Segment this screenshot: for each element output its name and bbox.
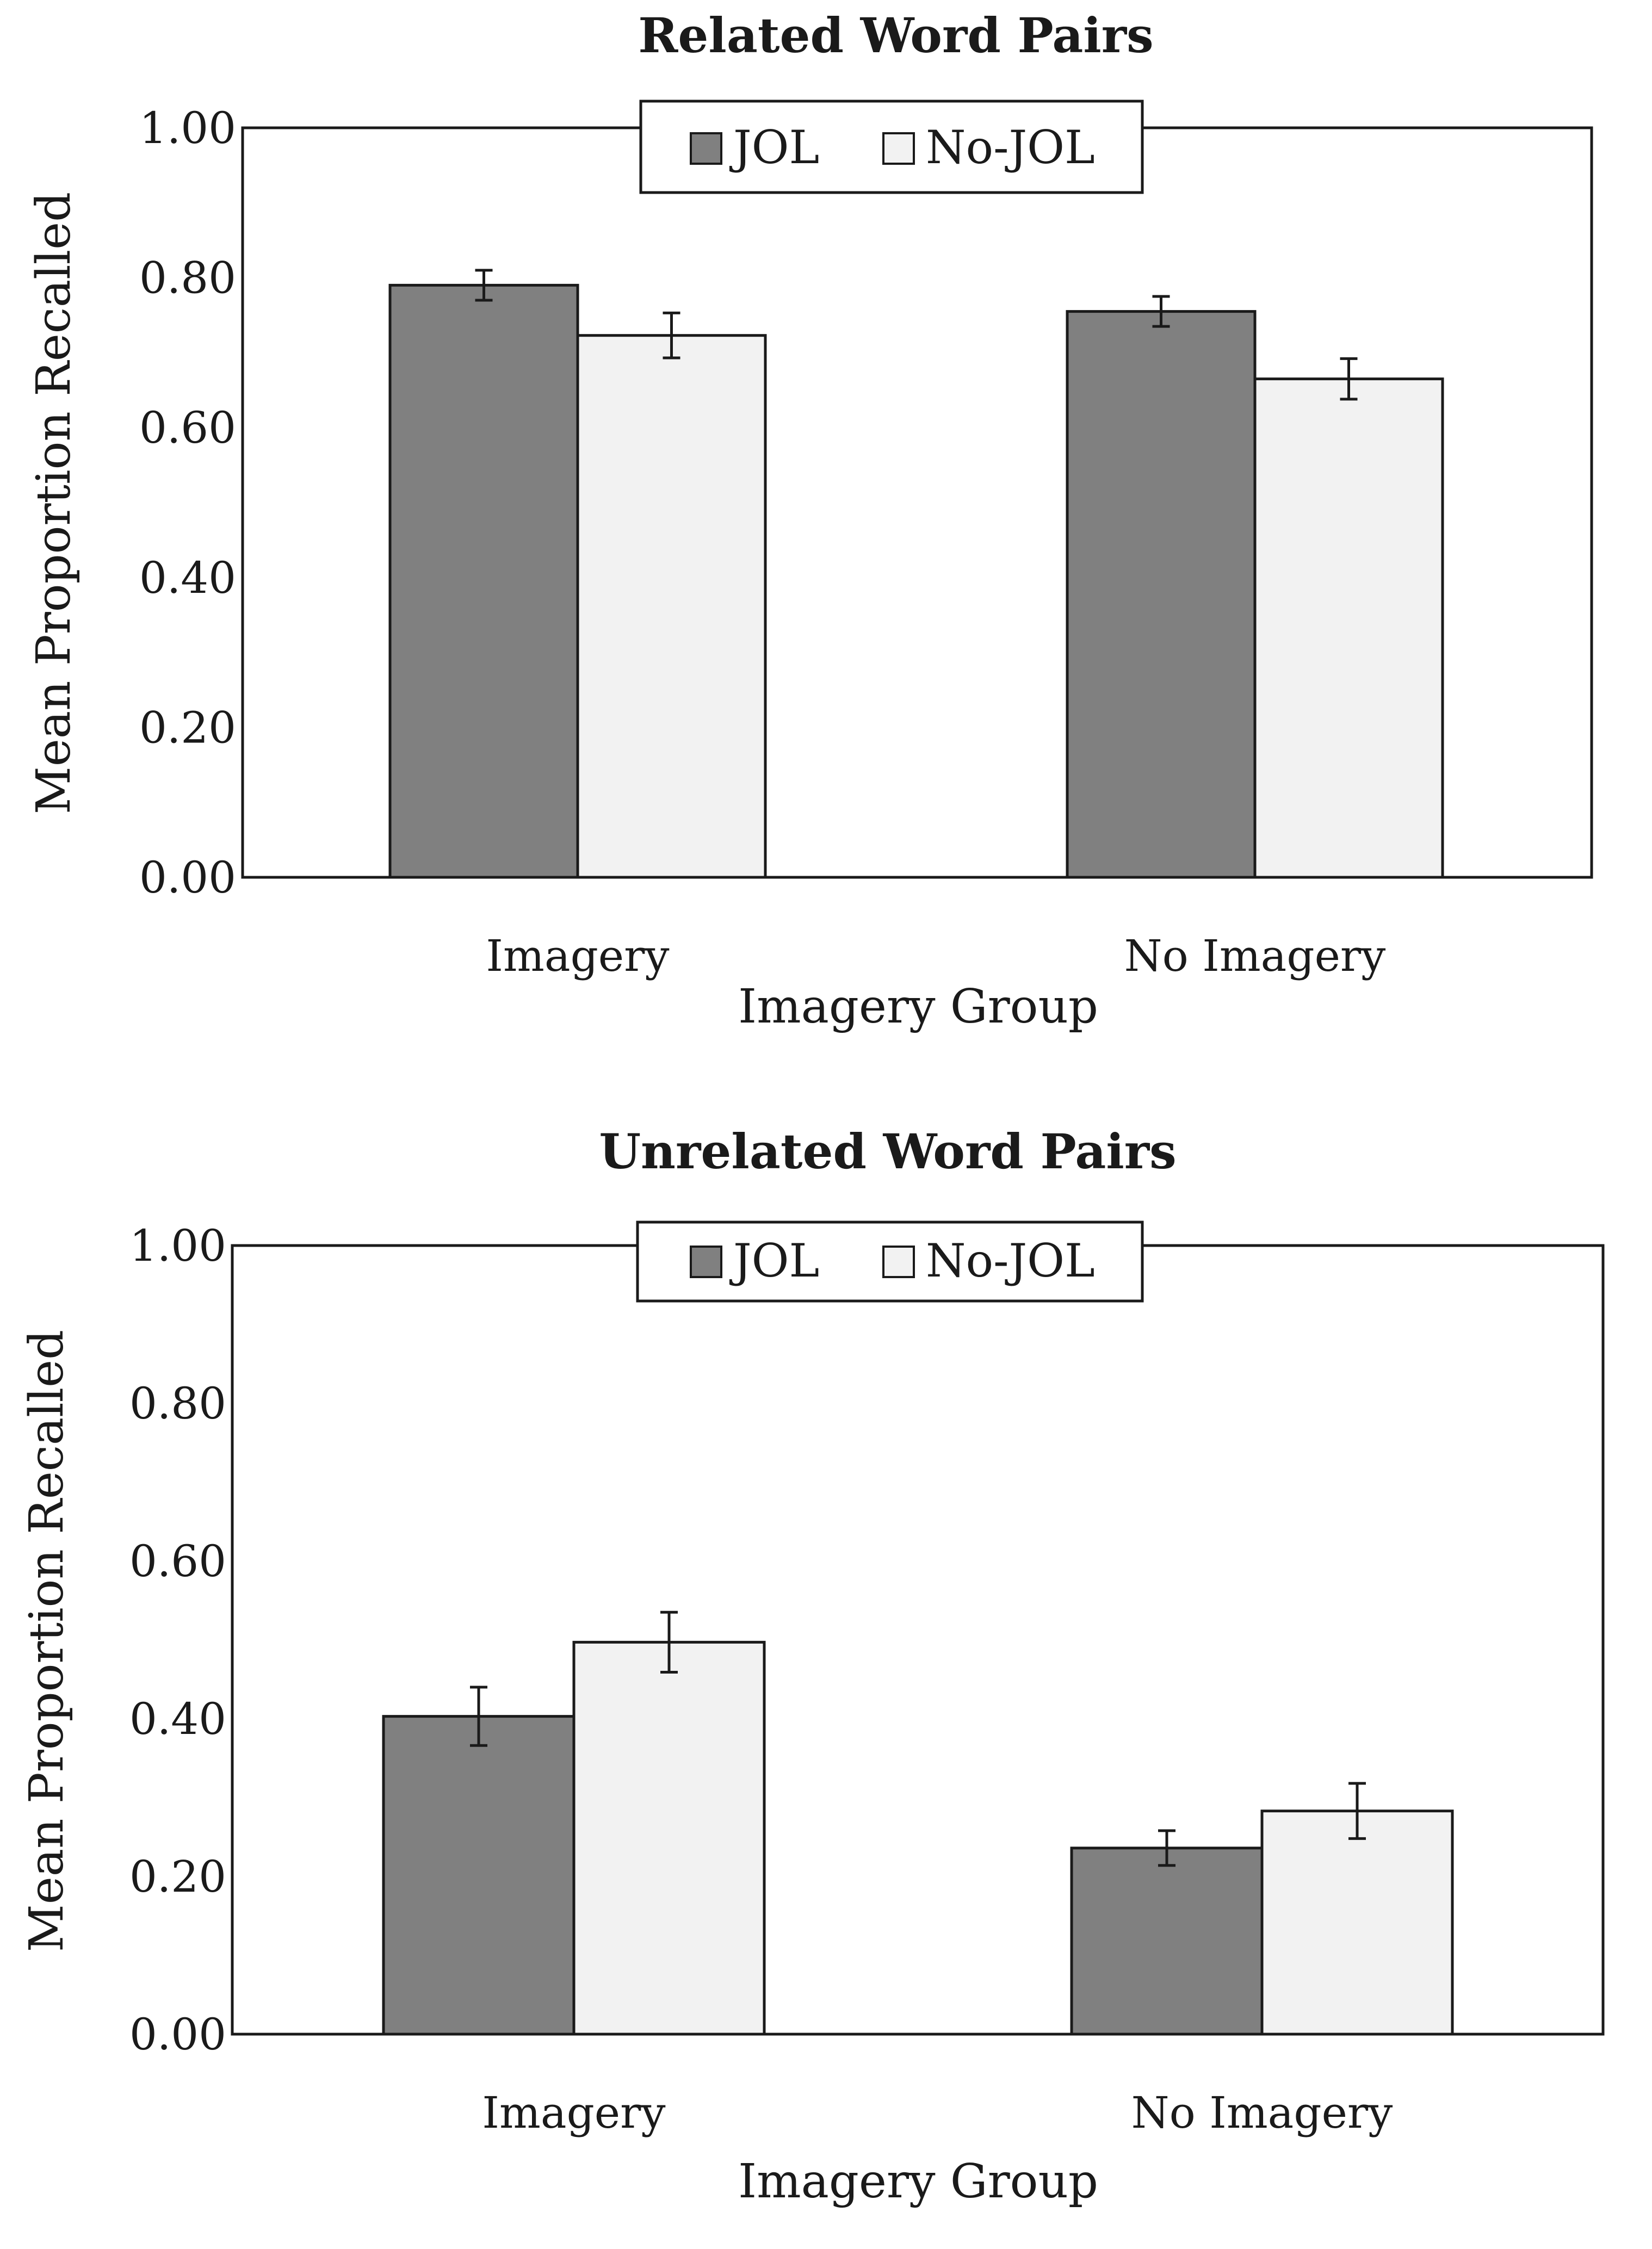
legend-swatch-jol <box>690 132 722 165</box>
y-tick-label: 0.40 <box>129 1694 226 1744</box>
x-axis-label: Imagery Group <box>738 2154 1098 2209</box>
y-tick-label: 1.00 <box>129 1220 226 1271</box>
error-bar-jol-no-imagery <box>1158 1829 1175 1867</box>
y-axis-label: Mean Proportion Recalled <box>20 1330 74 1952</box>
bar-jol-no-imagery <box>1070 1847 1264 2036</box>
error-bar-nojol-imagery <box>660 1610 678 1674</box>
error-bar-nojol-no-imagery <box>1340 357 1358 401</box>
y-tick-label: 0.80 <box>139 253 236 303</box>
legend-label-nojol: No-JOL <box>926 121 1095 174</box>
bar-nojol-imagery <box>576 334 767 879</box>
category-label-no-imagery: No Imagery <box>1124 931 1386 981</box>
related-word-pairs-chart: Related Word Pairs Mean Proportion Recal… <box>27 7 1593 1034</box>
category-label-no-imagery: No Imagery <box>1131 2087 1393 2138</box>
error-bar-nojol-no-imagery <box>1348 1782 1366 1840</box>
error-bar-jol-no-imagery <box>1152 295 1170 328</box>
legend: JOL No-JOL <box>639 100 1144 194</box>
y-tick-label: 0.60 <box>129 1536 226 1587</box>
y-axis-label: Mean Proportion Recalled <box>27 192 81 814</box>
chart-title: Related Word Pairs <box>638 7 1153 64</box>
legend-label-nojol: No-JOL <box>926 1234 1095 1287</box>
bar-jol-no-imagery <box>1066 310 1257 879</box>
legend-label-jol: JOL <box>729 1234 819 1287</box>
y-tick-label: 0.40 <box>139 553 236 603</box>
y-tick-label: 0.20 <box>129 1851 226 1902</box>
bar-nojol-no-imagery <box>1260 1810 1454 2036</box>
y-tick-label: 0.80 <box>129 1378 226 1429</box>
legend-swatch-nojol <box>882 132 915 165</box>
legend: JOL No-JOL <box>636 1220 1144 1303</box>
y-tick-label: 0.60 <box>139 402 236 453</box>
error-bar-jol-imagery <box>475 269 493 302</box>
y-tick-label: 0.00 <box>129 2009 226 2060</box>
chart-title: Unrelated Word Pairs <box>599 1123 1176 1180</box>
y-axis-ticks: 0.00 0.20 0.40 0.60 0.80 1.00 <box>139 103 236 903</box>
bar-nojol-no-imagery <box>1253 377 1444 879</box>
x-axis-label: Imagery Group <box>738 980 1098 1034</box>
y-tick-label: 0.00 <box>139 852 236 903</box>
bars <box>382 1640 1454 2036</box>
bar-nojol-imagery <box>572 1640 766 2036</box>
legend-label-jol: JOL <box>729 121 819 174</box>
bar-jol-imagery <box>382 1715 576 2036</box>
y-tick-label: 0.20 <box>139 702 236 753</box>
y-tick-label: 1.00 <box>139 103 236 153</box>
error-bar-jol-imagery <box>470 1686 487 1747</box>
category-label-imagery: Imagery <box>486 931 669 981</box>
error-bars <box>470 1610 1366 1867</box>
legend-swatch-jol <box>690 1246 722 1278</box>
y-axis-ticks: 0.00 0.20 0.40 0.60 0.80 1.00 <box>129 1220 226 2060</box>
unrelated-word-pairs-chart: Unrelated Word Pairs Mean Proportion Rec… <box>20 1123 1605 2209</box>
bar-jol-imagery <box>388 283 579 879</box>
error-bars <box>475 269 1358 401</box>
category-label-imagery: Imagery <box>482 2087 665 2138</box>
bars <box>388 283 1444 879</box>
error-bar-nojol-imagery <box>663 311 680 360</box>
legend-swatch-nojol <box>882 1246 915 1278</box>
